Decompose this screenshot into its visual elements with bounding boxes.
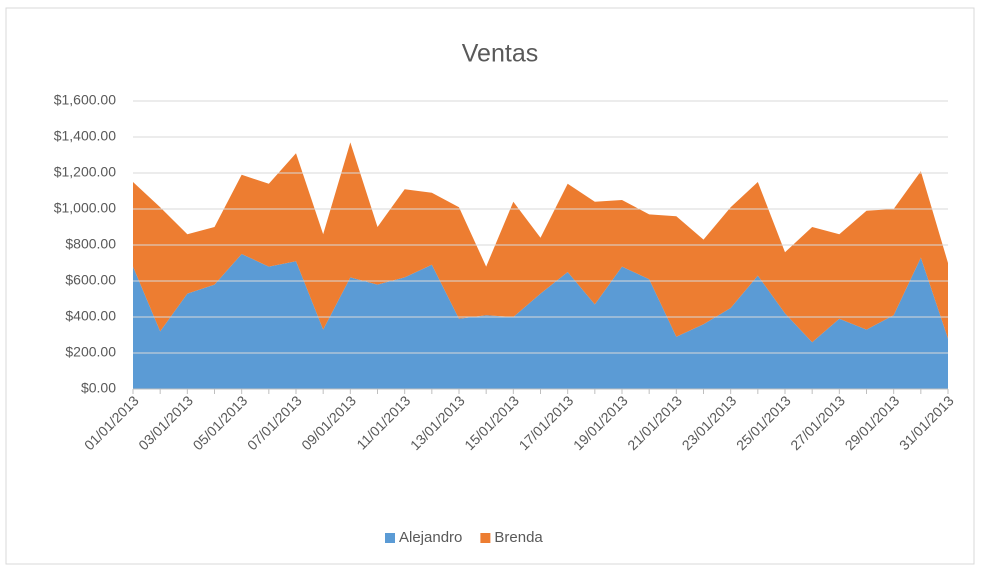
chart-title: Ventas — [462, 40, 538, 68]
legend-label: Alejandro — [399, 529, 462, 546]
y-tick-label: $200.00 — [65, 344, 116, 360]
y-tick-label: $1,600.00 — [54, 92, 116, 108]
y-tick-label: $600.00 — [65, 272, 116, 288]
y-tick-label: $1,200.00 — [54, 164, 116, 180]
y-tick-label: $0.00 — [81, 380, 116, 396]
legend-label: Brenda — [494, 529, 543, 546]
area — [133, 142, 948, 343]
y-tick-label: $800.00 — [65, 236, 116, 252]
area — [133, 254, 948, 389]
legend-swatch — [480, 533, 491, 543]
y-tick-label: $1,000.00 — [54, 200, 116, 216]
y-tick-label: $400.00 — [65, 308, 116, 324]
legend-swatch — [385, 533, 395, 543]
y-tick-label: $1,400.00 — [54, 128, 116, 144]
